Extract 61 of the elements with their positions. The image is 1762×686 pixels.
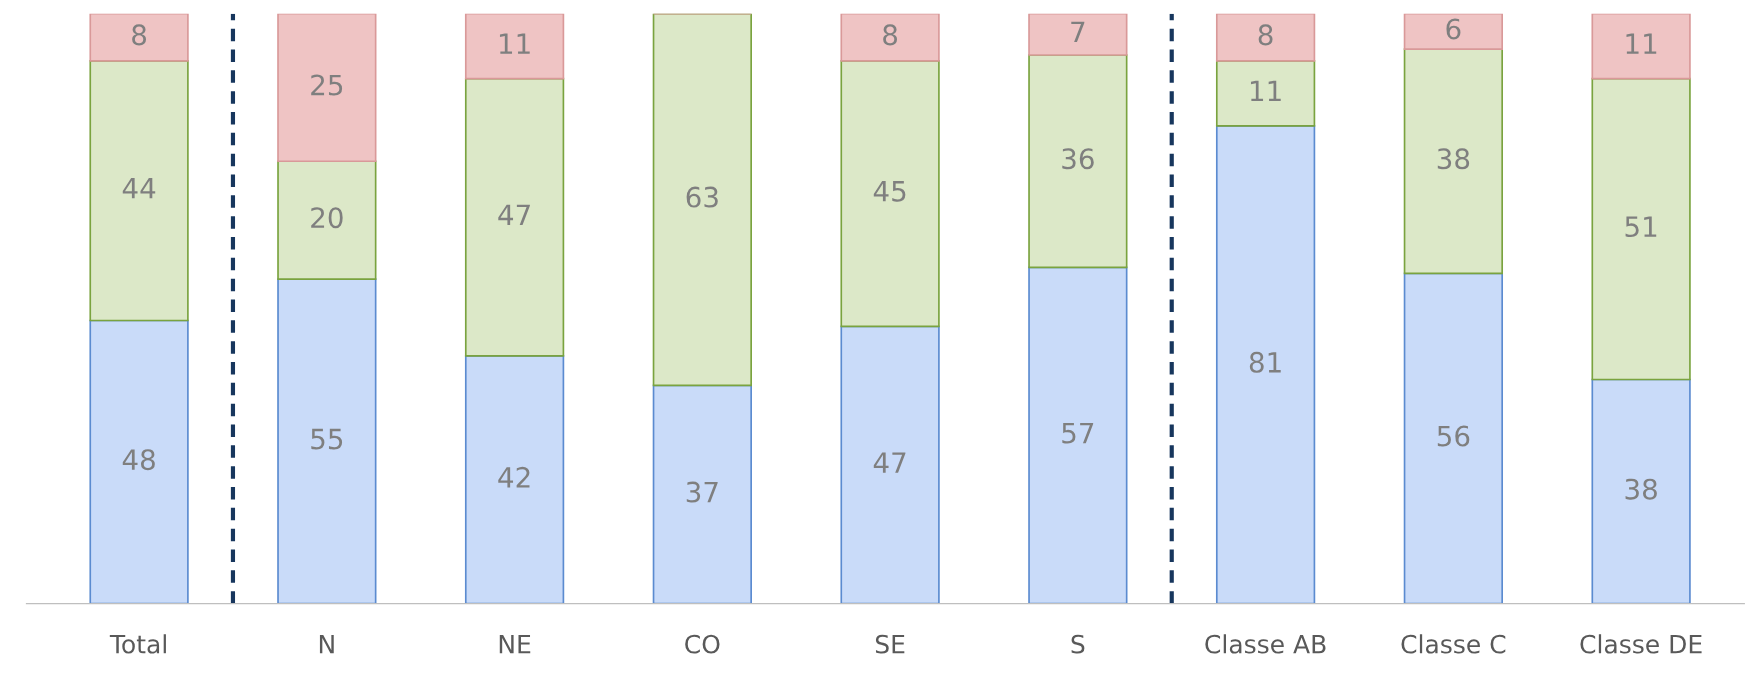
bar — [1591, 13, 1691, 80]
bar — [89, 319, 189, 604]
x-tick-label: SE — [875, 634, 905, 654]
data-label: 42 — [498, 466, 530, 488]
data-label: 81 — [1249, 351, 1281, 373]
data-label: 45 — [873, 181, 906, 202]
data-label: 44 — [122, 178, 156, 199]
bar — [1403, 48, 1504, 275]
bar — [1028, 266, 1128, 604]
bar — [277, 13, 377, 163]
data-label: 8 — [132, 24, 147, 46]
bar — [1028, 54, 1128, 269]
data-label: 37 — [686, 481, 718, 503]
data-label: 63 — [686, 186, 718, 208]
data-label: 47 — [498, 204, 530, 225]
bar — [1215, 124, 1316, 604]
bar — [840, 325, 940, 604]
bar — [1591, 77, 1691, 381]
x-tick-label: Classe DE — [1580, 634, 1702, 654]
data-label: 20 — [311, 207, 343, 229]
bar — [464, 355, 565, 604]
bar — [277, 278, 377, 604]
bar — [1215, 60, 1316, 127]
data-label: 25 — [311, 74, 343, 96]
bar — [1215, 13, 1316, 62]
x-tick-label: N — [319, 635, 334, 654]
data-label: 57 — [1062, 422, 1094, 444]
data-label: 8 — [883, 24, 898, 46]
data-label: 48 — [122, 449, 155, 471]
data-label: 8 — [1258, 24, 1273, 46]
data-label: 47 — [873, 452, 906, 473]
data-label: 55 — [311, 428, 343, 450]
x-tick-label: CO — [685, 634, 720, 654]
x-tick-label: S — [1071, 634, 1085, 654]
data-label: 11 — [499, 33, 530, 54]
bar — [277, 160, 377, 281]
data-label: 51 — [1625, 216, 1657, 238]
data-label: 56 — [1437, 425, 1470, 447]
bar — [652, 13, 752, 387]
bar — [1591, 378, 1691, 604]
bar — [1403, 272, 1504, 604]
bar — [464, 13, 565, 80]
x-tick-label: Classe AB — [1205, 634, 1326, 654]
x-tick-label: NE — [499, 635, 531, 654]
bar — [1028, 13, 1128, 56]
bar — [464, 77, 565, 357]
data-label: 7 — [1071, 21, 1085, 43]
bar — [840, 13, 940, 62]
bar — [840, 60, 940, 328]
x-tick-label: Total — [109, 634, 166, 654]
data-label: 6 — [1446, 18, 1461, 40]
bar — [89, 60, 189, 322]
bar — [1403, 13, 1504, 50]
data-label: 11 — [1626, 33, 1657, 54]
bar — [652, 384, 752, 604]
x-tick-label: Classe C — [1401, 634, 1506, 654]
bar — [89, 13, 189, 62]
data-label: 38 — [1437, 148, 1470, 170]
data-label: 11 — [1250, 80, 1281, 102]
data-label: 36 — [1062, 148, 1094, 170]
data-label: 38 — [1625, 478, 1657, 500]
